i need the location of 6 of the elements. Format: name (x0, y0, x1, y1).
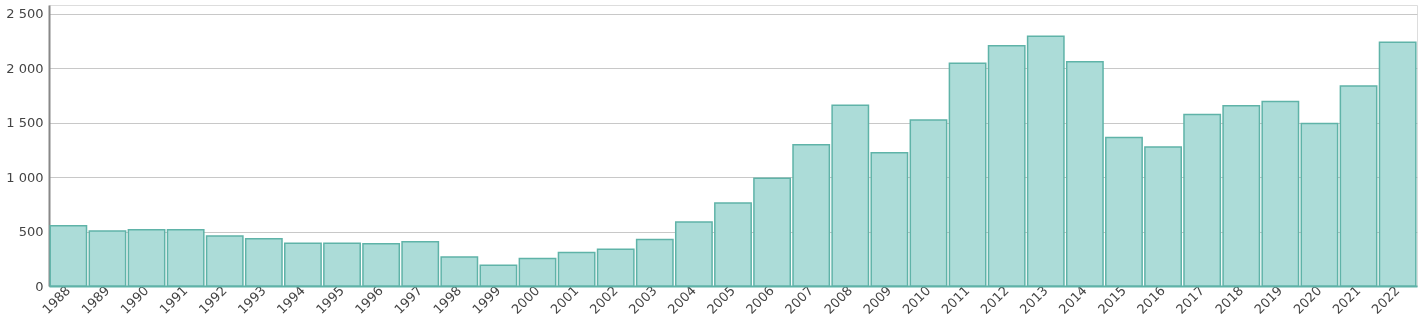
y-tick-label: 2 000 (6, 60, 44, 76)
y-tick-label: 500 (18, 224, 44, 240)
y-tick-label: 1 000 (6, 169, 44, 185)
y-tick-label: 2 500 (6, 6, 44, 22)
y-tick-label: 1 500 (6, 115, 44, 131)
y-tick-label: 0 (35, 278, 44, 294)
